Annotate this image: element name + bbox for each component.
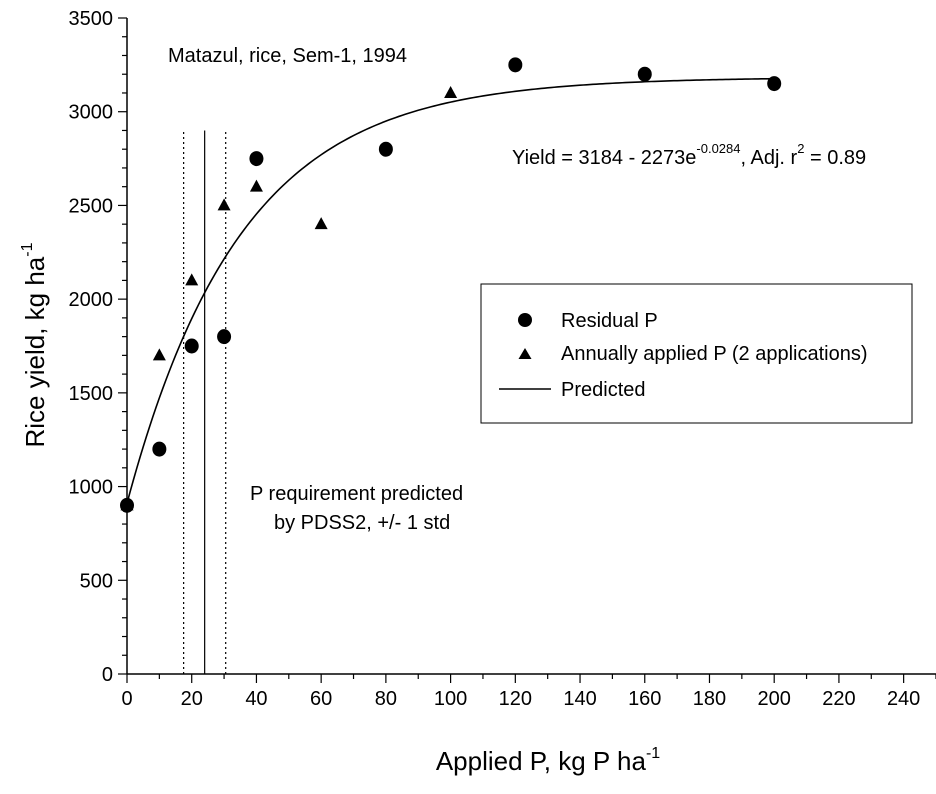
residual-p-point: [184, 338, 199, 354]
pdss-annotation-line1: P requirement predicted: [250, 483, 463, 505]
residual-p-point: [152, 441, 167, 457]
x-tick-label: 100: [434, 688, 467, 710]
y-tick-label: 2000: [69, 289, 114, 311]
y-tick-label: 500: [80, 570, 113, 592]
x-tick-label: 200: [758, 688, 791, 710]
x-tick-label: 240: [887, 688, 920, 710]
x-axis-title: Applied P, kg P ha-1: [436, 745, 660, 776]
residual-p-point: [217, 329, 232, 345]
annually-applied-p-point: [185, 273, 199, 286]
x-tick-label: 180: [693, 688, 726, 710]
x-ticks: 0 20 40 60 80 100 120 140 160 180 200 220 240: [121, 674, 936, 710]
residual-p-point: [637, 66, 652, 82]
pdss-annotation-line2: by PDSS2, +/- 1 std: [274, 512, 450, 534]
chart-annotation-title: Matazul, rice, Sem-1, 1994: [168, 45, 407, 67]
legend-label-predicted: Predicted: [561, 379, 646, 401]
y-tick-label: 2500: [69, 195, 114, 217]
x-tick-label: 220: [822, 688, 855, 710]
annually-applied-p-point: [444, 85, 458, 98]
plot-area: 0 20 40 60 80 100 120 140 160 180 200 220 240 0 500 10…: [69, 8, 936, 710]
legend: Residual P Annually applied P (2 applica…: [480, 283, 913, 424]
legend-marker-annually-applied-p: [518, 348, 532, 359]
legend-marker-residual-p: [518, 313, 532, 327]
residual-p-point: [249, 151, 264, 167]
residual-p-point: [378, 141, 393, 157]
y-tick-label: 3000: [69, 102, 114, 124]
x-tick-label: 80: [375, 688, 397, 710]
annually-applied-p-point: [314, 217, 328, 230]
x-tick-label: 160: [628, 688, 661, 710]
y-tick-label: 1500: [69, 383, 114, 405]
y-tick-label: 3500: [69, 8, 114, 30]
x-tick-label: 120: [499, 688, 532, 710]
x-tick-label: 0: [121, 688, 132, 710]
residual-p-point: [508, 57, 523, 73]
x-tick-label: 40: [245, 688, 267, 710]
y-tick-label: 0: [102, 664, 113, 686]
legend-label-annually-applied-p: Annually applied P (2 applications): [561, 343, 868, 365]
y-ticks: 0 500 1000 1500 2000 2500 3000 3500: [69, 8, 127, 686]
y-axis-title: Rice yield, kg ha-1: [19, 242, 50, 447]
legend-box: [480, 283, 913, 424]
annually-applied-p-point: [217, 198, 231, 211]
equation-annotation: Yield = 3184 - 2273e-0.0284, Adj. r2 = 0…: [512, 141, 866, 169]
legend-label-residual-p: Residual P: [561, 310, 658, 332]
y-tick-label: 1000: [69, 477, 114, 499]
data-points: [120, 57, 782, 513]
annually-applied-p-point: [249, 179, 263, 192]
reference-lines: [183, 130, 227, 674]
x-tick-label: 140: [563, 688, 596, 710]
predicted-curve: [126, 77, 775, 504]
x-tick-label: 20: [181, 688, 203, 710]
annually-applied-p-point: [152, 348, 166, 361]
residual-p-point: [767, 76, 782, 92]
x-tick-label: 60: [310, 688, 332, 710]
annually-applied-p-point: [120, 498, 134, 511]
